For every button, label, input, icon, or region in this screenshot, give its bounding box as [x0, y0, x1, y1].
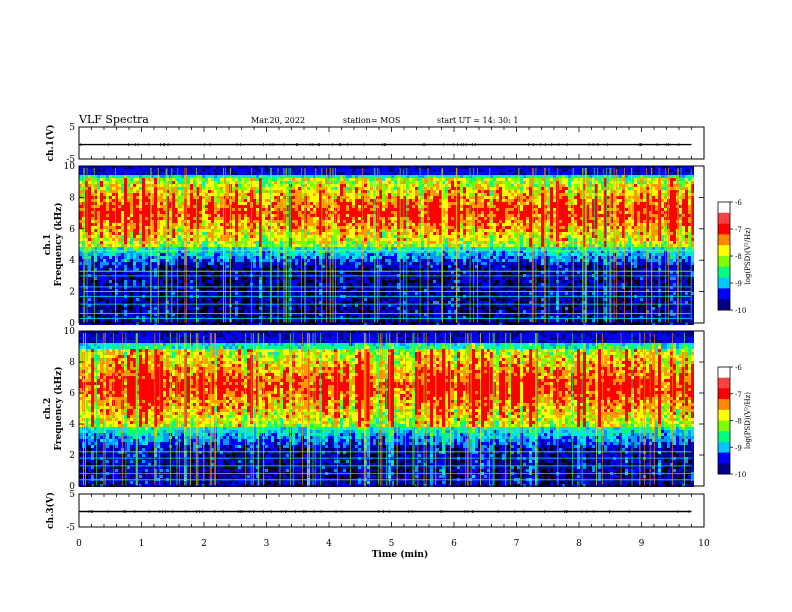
ch1-spectrogram-ytick-label: 0	[69, 319, 75, 329]
x-tick-label: 8	[576, 539, 582, 549]
ch2-spectrogram-ytick-label: 10	[64, 327, 76, 337]
start-time-label: start UT = 14: 30: 1	[437, 116, 518, 125]
ch1-spectrogram-ylabel: ch.1Frequency (kHz)	[43, 202, 64, 286]
ch1-colorbar-tick-label: -10	[735, 307, 746, 315]
x-tick-label: 10	[698, 539, 710, 549]
ch1-waveform-panel: 5 -5 ch.1(V)	[45, 123, 705, 165]
ch3-waveform-frame	[78, 493, 705, 528]
station-label: station= MOS	[343, 116, 400, 125]
ch2-colorbar-tick-label: -9	[735, 444, 742, 452]
figure-title: VLF Spectra	[78, 113, 149, 126]
ch2-colorbar-label: log(PSD)(V²/Hz)	[744, 392, 752, 449]
x-tick-label: 6	[451, 539, 457, 549]
ch1-spectrogram-ytick-label: 4	[69, 256, 75, 266]
ch1-colorbar-label: log(PSD)(V²/Hz)	[744, 227, 752, 284]
x-tick-label: 2	[201, 539, 207, 549]
ch2-spectrogram-ytick-label: 2	[69, 451, 75, 461]
ch3-waveform-panel: 5 -5 ch.3(V)	[45, 490, 705, 533]
ch1-waveform-ytick-label: -5	[66, 155, 75, 165]
ch3-waveform-ytick-label: 5	[69, 490, 75, 500]
x-tick-label: 7	[514, 539, 520, 549]
x-tick-label: 0	[76, 539, 82, 549]
ch1-spectrogram-panel: 0 2 4 6 8 10 ch.1Frequency (kHz)	[43, 162, 705, 329]
ch2-spectrogram-ytick-label: 0	[69, 482, 75, 492]
ch1-colorbar-tick-label: -7	[735, 226, 742, 234]
x-axis-label: Time (min)	[372, 549, 429, 560]
x-tick-label: 1	[139, 539, 145, 549]
ch2-spectrogram-ylabel: ch.2Frequency (kHz)	[43, 366, 64, 450]
ch1-colorbar-tick-label: -6	[735, 199, 742, 207]
x-axis: 0 1 2 3 4 5 6 7 8 9 10	[76, 539, 710, 549]
ch2-spectrogram-panel: 0 2 4 6 8 10 ch.2Frequency (kHz)	[43, 327, 705, 492]
ch2-spectrogram-ytick-label: 8	[69, 358, 75, 368]
ch1-waveform-ytick-label: 5	[69, 123, 75, 133]
x-tick-label: 3	[264, 539, 270, 549]
ch1-colorbar-tick-label: -8	[735, 253, 742, 261]
ch1-spectrogram-ytick-label: 8	[69, 193, 75, 203]
ch1-colorbar-tick-label: -9	[735, 280, 742, 288]
ch2-colorbar-tick-label: -7	[735, 391, 742, 399]
x-tick-label: 9	[639, 539, 645, 549]
x-tick-label: 4	[326, 539, 332, 549]
ch1-spectrogram-ytick-label: 10	[64, 162, 76, 172]
ch1-spectrogram-ytick-label: 2	[69, 288, 75, 298]
x-tick-label: 5	[389, 539, 395, 549]
ch1-waveform-ylabel: ch.1(V)	[45, 125, 56, 162]
ch3-waveform-ytick-label: -5	[66, 523, 75, 533]
ch2-spectrogram-ytick-label: 6	[69, 389, 75, 399]
ch1-colorbar: -6 -7 -8 -9 -10 log(PSD)(V²/Hz)	[717, 199, 752, 315]
ch2-colorbar-tick-label: -10	[735, 471, 746, 479]
ch1-spectrogram-ytick-label: 6	[69, 225, 75, 235]
date-label: Mar.20, 2022	[251, 116, 305, 125]
ch2-colorbar-tick-label: -6	[735, 364, 742, 372]
ch2-colorbar: -6 -7 -8 -9 -10 log(PSD)(V²/Hz)	[717, 364, 752, 479]
ch3-waveform-ylabel: ch.3(V)	[45, 492, 56, 529]
ch2-colorbar-tick-label: -8	[735, 418, 742, 426]
ch2-spectrogram-ytick-label: 4	[69, 420, 75, 430]
ch1-waveform-frame	[78, 126, 705, 160]
